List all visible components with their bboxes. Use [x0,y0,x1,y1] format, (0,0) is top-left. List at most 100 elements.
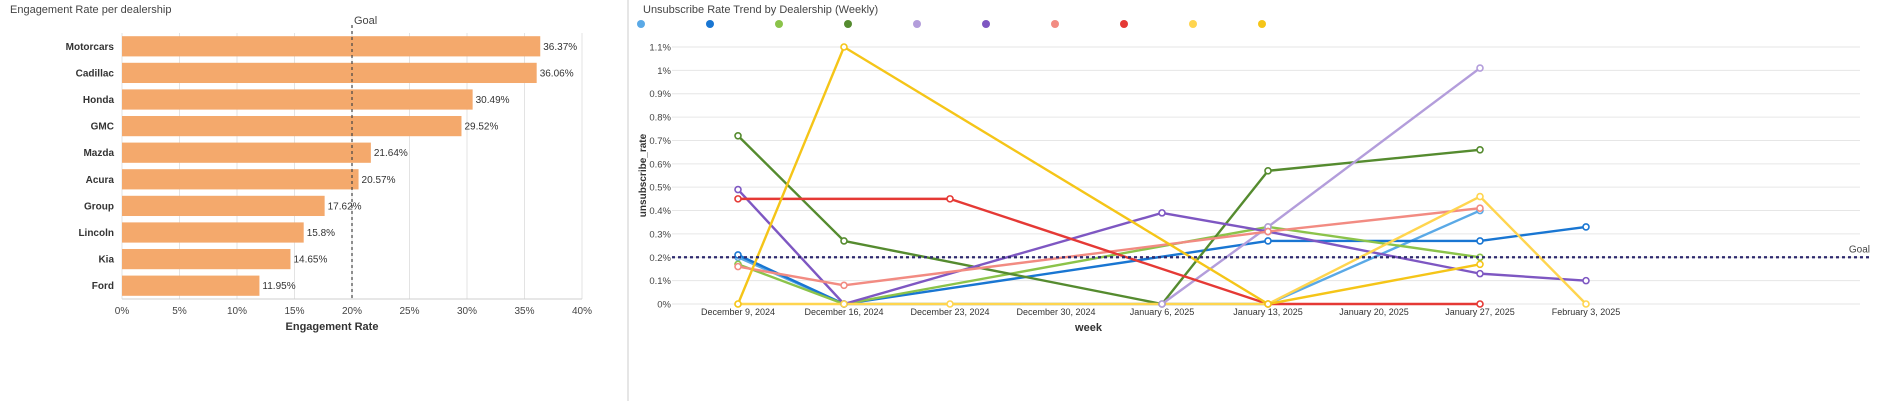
series-line [737,207,1481,287]
series-line [736,45,1481,306]
series-point [840,237,848,245]
legend-marker [706,20,714,28]
legend-marker [637,20,645,28]
legend-marker [1120,20,1128,28]
series-point [1158,300,1166,308]
series-point [734,262,742,271]
bar-category-label: Motorcars [66,42,115,53]
line-y-tick-label: 0.9% [649,89,671,100]
bar-x-tick-label: 35% [514,306,534,317]
bar-x-tick-label: 40% [572,306,592,317]
bar-data-label: 30.49% [476,95,510,106]
legend-marker [775,20,783,28]
series-line [737,188,1587,306]
line-x-tick-label: February 3, 2025 [1552,307,1621,317]
line-x-tick-label: January 6, 2025 [1130,307,1195,317]
unsubscribe-line-chart: 0% 0.1% 0.2% 0.3% 0.4% 0.5% 0.6% 0.7% 0.8% 0.9% 1%… [637,20,1870,334]
series-point [840,281,848,290]
bar-data-label: 36.06% [540,68,574,79]
bar [122,62,537,84]
bar-category-label: Cadillac [76,68,115,79]
line-x-tick-label: January 13, 2025 [1233,307,1303,317]
bar-data-label: 17.62% [328,201,362,212]
bar-category-label: Kia [98,255,114,266]
bar-x-tick-label: 0% [115,306,130,317]
bar-data-label: 21.64% [374,148,408,159]
series-point [1582,300,1590,308]
line-x-tick-label: January 20, 2025 [1339,307,1409,317]
unsubscribe-trend-chart-panel: Unsubscribe Rate Trend by Dealership (We… [632,0,1879,401]
bar-goal-label: Goal [354,15,377,27]
line-x-tick-label: December 30, 2024 [1016,307,1095,317]
line-x-tick-label: December 9, 2024 [701,307,775,317]
series-point [734,131,742,140]
bar-x-tick-label: 10% [227,306,247,317]
series-point [1476,204,1484,213]
line-y-tick-label: 0.3% [649,229,671,240]
series-line [738,195,1587,306]
series-line [737,225,1481,306]
engagement-chart-title: Engagement Rate per dealership [10,4,172,16]
bar-x-tick-label: 20% [342,306,362,317]
series-point [1476,269,1484,278]
legend-marker [1051,20,1059,28]
line-y-axis-title: unsubscribe_rate [638,133,649,217]
legend-marker [982,20,990,28]
bar [122,248,291,270]
series-point [1158,209,1166,217]
bar-category-label: Ford [92,281,114,292]
bar-data-label: 15.8% [307,228,335,239]
series-line [738,197,1480,306]
series-point [1582,223,1590,231]
legend-marker [913,20,921,28]
bar-category-label: Mazda [83,148,114,159]
legend-marker [1258,20,1266,28]
bar-data-label: 20.57% [362,175,396,186]
series-point [1264,300,1272,308]
bar [122,36,541,57]
line-y-tick-label: 0.7% [649,136,671,147]
bar [122,195,325,217]
bar [122,222,304,243]
line-y-tick-label: 1% [657,66,671,77]
bar-data-label: 29.52% [464,122,498,133]
bar-data-label: 14.65% [293,255,327,266]
line-x-axis-title: week [1074,322,1103,334]
bar-category-label: Lincoln [78,228,114,239]
bar-x-axis-title: Engagement Rate [286,321,379,333]
line-x-tick-label: December 23, 2024 [910,307,989,317]
series-point [734,195,742,203]
bar-category-label: Honda [83,95,115,106]
bar [122,89,473,110]
bar-category-label: Acura [86,175,115,186]
engagement-bar-chart: 0% 5% 10% 15% 20% 25% 30% 35% 40% Motorcars 36.37%… [66,15,592,333]
bar [122,142,371,163]
line-y-tick-label: 0.4% [649,206,671,217]
line-y-tick-label: 0.1% [649,276,671,287]
series-point [1476,146,1484,154]
series-point [1264,167,1272,175]
series-point [1476,192,1484,201]
bar [122,275,260,296]
bar-data-label: 11.95% [262,281,295,292]
bar-x-tick-label: 25% [399,306,419,317]
series-point [734,185,742,194]
line-x-tick-label: December 16, 2024 [804,307,883,317]
bar-data-label: 36.37% [543,42,577,53]
series-point [1264,227,1272,236]
line-y-tick-label: 0.2% [649,253,671,264]
panel-divider [627,0,629,401]
series-point [1476,300,1484,308]
line-x-tick-label: January 27, 2025 [1445,307,1515,317]
series-point [946,195,954,203]
bar-x-tick-label: 5% [172,306,187,317]
line-y-tick-label: 0.5% [649,183,671,194]
bar-x-tick-label: 30% [457,306,477,317]
bar-x-tick-label: 15% [284,306,304,317]
bar-category-label: Group [84,201,114,212]
line-y-tick-label: 0.8% [649,113,671,124]
bar [122,115,462,137]
bar-category-label: GMC [91,122,114,133]
series-point [1264,237,1272,245]
series-point [946,300,954,308]
